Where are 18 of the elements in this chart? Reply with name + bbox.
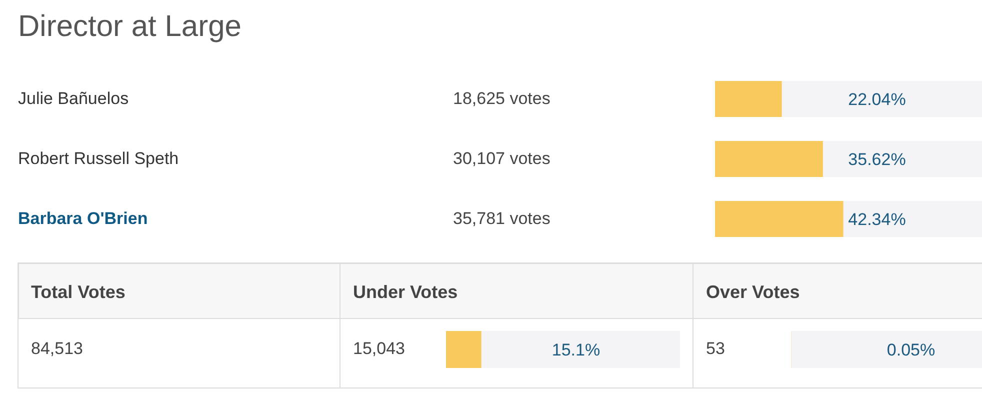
text: Total Votes	[31, 282, 126, 302]
text: 84,513	[31, 339, 83, 358]
text: 18,625 votes	[453, 89, 550, 108]
category-label: Under Votes	[353, 282, 458, 302]
text: 15,043	[353, 339, 405, 358]
text: 35,781 votes	[453, 209, 550, 228]
data-label: 15.1%	[552, 340, 600, 360]
data-label: 35.62%	[848, 150, 906, 169]
text: 53	[706, 339, 725, 358]
text: Director at Large	[18, 10, 242, 43]
text: 30,107 votes	[453, 149, 550, 168]
data-label: 0.05%	[886, 340, 936, 360]
y-tick-label: Julie Bañuelos	[18, 89, 129, 108]
data-label: 42.34%	[848, 210, 906, 229]
category-label: Over Votes	[706, 282, 800, 302]
data-label: 22.04%	[848, 90, 906, 109]
y-tick-label: Robert Russell Speth	[18, 149, 179, 168]
y-tick-label: Barbara O'Brien	[18, 209, 148, 228]
